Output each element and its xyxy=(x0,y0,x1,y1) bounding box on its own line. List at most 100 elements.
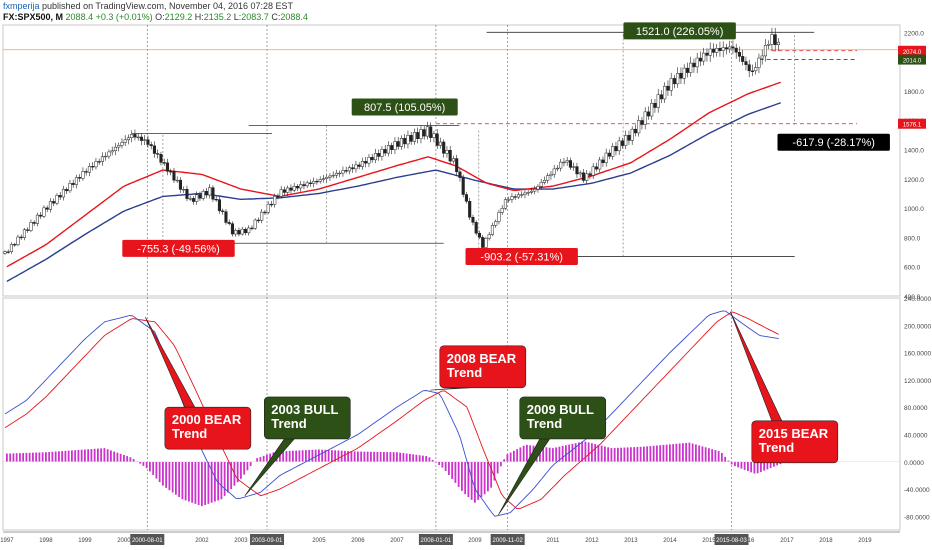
candle xyxy=(471,216,475,223)
histogram-bar xyxy=(526,444,528,462)
candle xyxy=(383,149,387,154)
candle xyxy=(523,192,527,195)
histogram-bar xyxy=(204,461,207,505)
histogram-bar xyxy=(646,446,649,462)
candle xyxy=(708,48,712,56)
histogram-bar xyxy=(106,449,109,462)
histogram-bar xyxy=(97,448,99,462)
candle xyxy=(130,134,134,139)
histogram-bar xyxy=(448,461,450,475)
candle xyxy=(669,78,673,91)
histogram-bar xyxy=(678,443,681,462)
callout-label: 2003 BULL xyxy=(271,402,338,417)
candle xyxy=(91,166,95,168)
callout-box xyxy=(439,345,527,389)
histogram-bar xyxy=(483,461,486,495)
candle xyxy=(497,212,501,222)
histogram-bar xyxy=(662,444,665,462)
candle xyxy=(412,132,416,142)
candle xyxy=(565,160,569,163)
candle xyxy=(94,161,98,168)
histogram-bar xyxy=(194,461,197,504)
price-y-tick: 1400.0 xyxy=(904,148,924,155)
candle xyxy=(767,44,771,46)
histogram-bar xyxy=(701,446,704,462)
price-change: +0.3 (+0.01%) xyxy=(95,12,153,22)
histogram-bar xyxy=(714,450,717,462)
candle xyxy=(22,229,26,238)
x-tick-highlight xyxy=(130,534,165,545)
histogram-bar xyxy=(506,454,509,462)
candle xyxy=(659,94,664,100)
price-tag xyxy=(898,54,926,65)
candle xyxy=(594,166,599,170)
histogram-bar xyxy=(734,461,736,467)
histogram-bar xyxy=(32,452,34,462)
candle xyxy=(676,72,680,85)
histogram-bar xyxy=(256,458,259,462)
candle xyxy=(26,229,30,231)
histogram-bar xyxy=(418,455,421,462)
histogram-bar xyxy=(431,459,434,462)
histogram-bar xyxy=(555,447,558,462)
candle xyxy=(240,228,244,235)
histogram-bar xyxy=(236,461,239,483)
histogram-bar xyxy=(441,461,444,468)
candle xyxy=(308,182,312,184)
candle xyxy=(107,151,111,157)
histogram-bar xyxy=(415,454,418,462)
histogram-bar xyxy=(45,452,47,462)
candle xyxy=(490,225,494,235)
histogram-bar xyxy=(613,447,616,462)
candle xyxy=(754,67,758,72)
candle xyxy=(666,85,670,91)
histogram-bar xyxy=(139,461,142,464)
callout-label: Trend xyxy=(447,365,482,380)
publisher-user[interactable]: fxmperija xyxy=(3,1,40,11)
candle xyxy=(35,214,40,224)
candle xyxy=(302,184,306,187)
candle xyxy=(52,201,56,204)
candle xyxy=(656,94,660,108)
histogram-bar xyxy=(454,461,457,483)
low-value: 2083.7 xyxy=(241,12,269,22)
candle xyxy=(572,166,576,168)
histogram-bar xyxy=(379,451,382,462)
histogram-bar xyxy=(15,453,18,462)
measure-label: 1521.0 (226.05%) xyxy=(636,26,723,38)
histogram-bar xyxy=(480,461,483,498)
candle xyxy=(435,133,439,146)
candle xyxy=(198,194,202,199)
candle xyxy=(208,187,212,196)
histogram-bar xyxy=(477,461,480,500)
measure-box xyxy=(465,247,578,265)
x-tick-label: 2000 xyxy=(117,538,131,544)
candle xyxy=(614,146,618,152)
candle xyxy=(643,111,647,125)
callout-label: Trend xyxy=(759,440,794,455)
candle xyxy=(97,161,101,163)
candle xyxy=(48,201,53,210)
histogram-bar xyxy=(652,445,655,462)
histogram-bar xyxy=(399,452,402,462)
candle xyxy=(357,164,361,167)
high-label: H: xyxy=(194,12,204,22)
histogram-bar xyxy=(227,461,229,493)
histogram-bar xyxy=(353,451,356,462)
histogram-bar xyxy=(587,442,590,462)
candle xyxy=(364,161,368,164)
candle xyxy=(776,41,781,45)
histogram-bar xyxy=(132,459,135,462)
candle xyxy=(672,78,677,85)
histogram-bar xyxy=(769,461,772,469)
histogram-bar xyxy=(129,457,132,462)
price-tag-label: 2014.0 xyxy=(903,59,922,65)
candle xyxy=(243,228,247,234)
histogram-bar xyxy=(80,449,83,462)
candle xyxy=(328,175,332,178)
histogram-bar xyxy=(474,461,476,503)
histogram-bar xyxy=(691,443,694,462)
histogram-bar xyxy=(428,457,431,462)
histogram-bar xyxy=(743,461,746,470)
